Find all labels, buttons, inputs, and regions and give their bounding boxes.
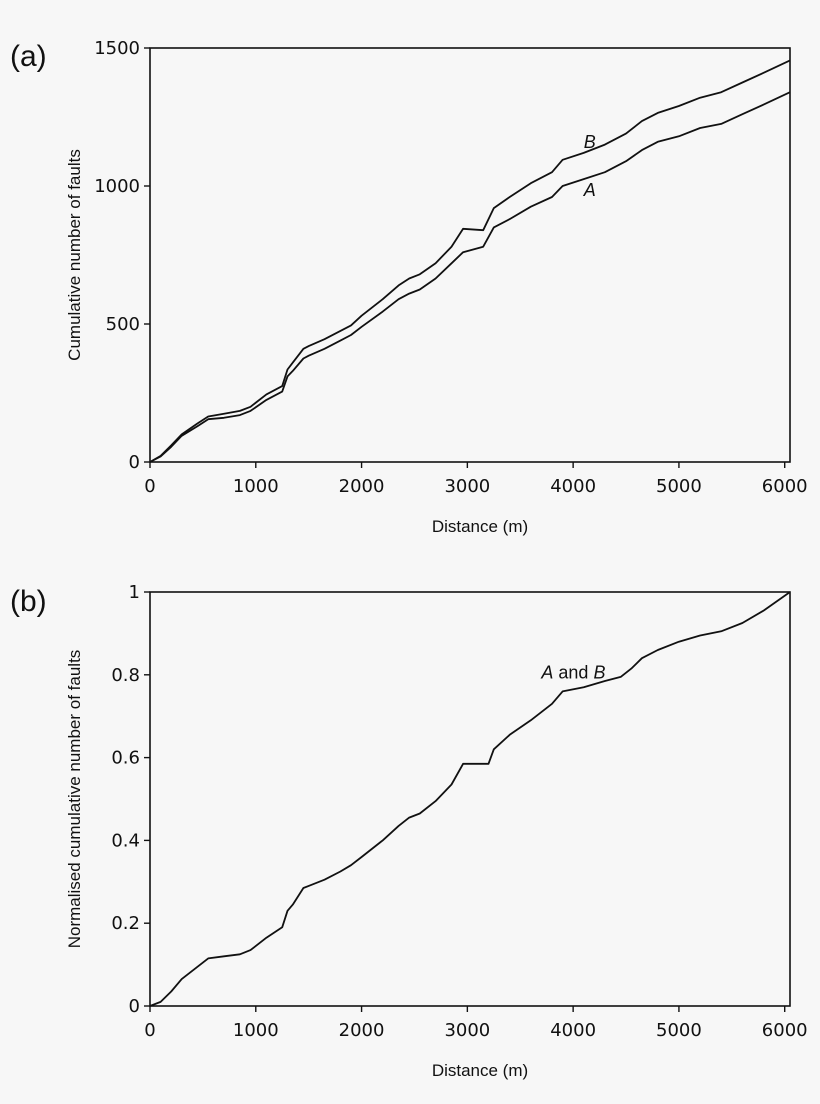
x-axis-title: Distance (m) (432, 1061, 528, 1080)
y-tick-label: 0.8 (111, 665, 140, 686)
x-tick-label: 5000 (656, 476, 702, 497)
y-tick-label: 0 (129, 452, 140, 473)
series-line-a-and-b-segment-1 (149, 591, 791, 1007)
series-annotation: A and B (540, 663, 605, 683)
x-tick-label: 3000 (444, 1020, 490, 1041)
x-tick-label: 5000 (656, 1020, 702, 1041)
y-tick-label: 1500 (94, 38, 140, 59)
y-axis-title: Normalised cumulative number of faults (65, 650, 84, 949)
x-tick-label: 2000 (339, 476, 385, 497)
panel-label-a: (a) (10, 40, 47, 73)
x-tick-label: 0 (144, 476, 155, 497)
y-tick-label: 0.6 (111, 748, 140, 769)
y-axis-title: Cumulative number of faults (65, 149, 84, 361)
x-tick-label: 1000 (233, 476, 279, 497)
chart-panel-a: 0 1000 2000 3000 4000 5000 6000 0 500 1000 1500 Dis… (65, 38, 808, 536)
x-tick-label: 4000 (550, 476, 596, 497)
y-tick-label: 1 (129, 582, 140, 603)
x-tick-label: 1000 (233, 1020, 279, 1041)
y-tick-label: 0.2 (111, 913, 140, 934)
x-tick-label: 4000 (550, 1020, 596, 1041)
series-line-a-segment-1 (149, 91, 791, 463)
series-line-b-segment-1 (149, 59, 791, 463)
x-tick-label: 6000 (762, 1020, 808, 1041)
x-tick-label: 6000 (762, 476, 808, 497)
plot-frame (149, 591, 791, 1007)
y-tick-label: 0 (129, 996, 140, 1017)
series-annotation: B (584, 132, 596, 152)
series-annotation: A (583, 180, 596, 200)
chart-panel-b: 0 1000 2000 3000 4000 5000 6000 0 0.2 0.4 0.6 0.8 1 D… (65, 582, 808, 1080)
y-tick-label: 500 (106, 314, 140, 335)
x-tick-label: 0 (144, 1020, 155, 1041)
y-tick-label: 1000 (94, 176, 140, 197)
plot-frame (149, 47, 791, 463)
y-tick-label: 0.4 (111, 830, 140, 851)
panel-label-b: (b) (10, 585, 47, 618)
x-tick-label: 2000 (339, 1020, 385, 1041)
x-axis-title: Distance (m) (432, 517, 528, 536)
x-tick-label: 3000 (444, 476, 490, 497)
